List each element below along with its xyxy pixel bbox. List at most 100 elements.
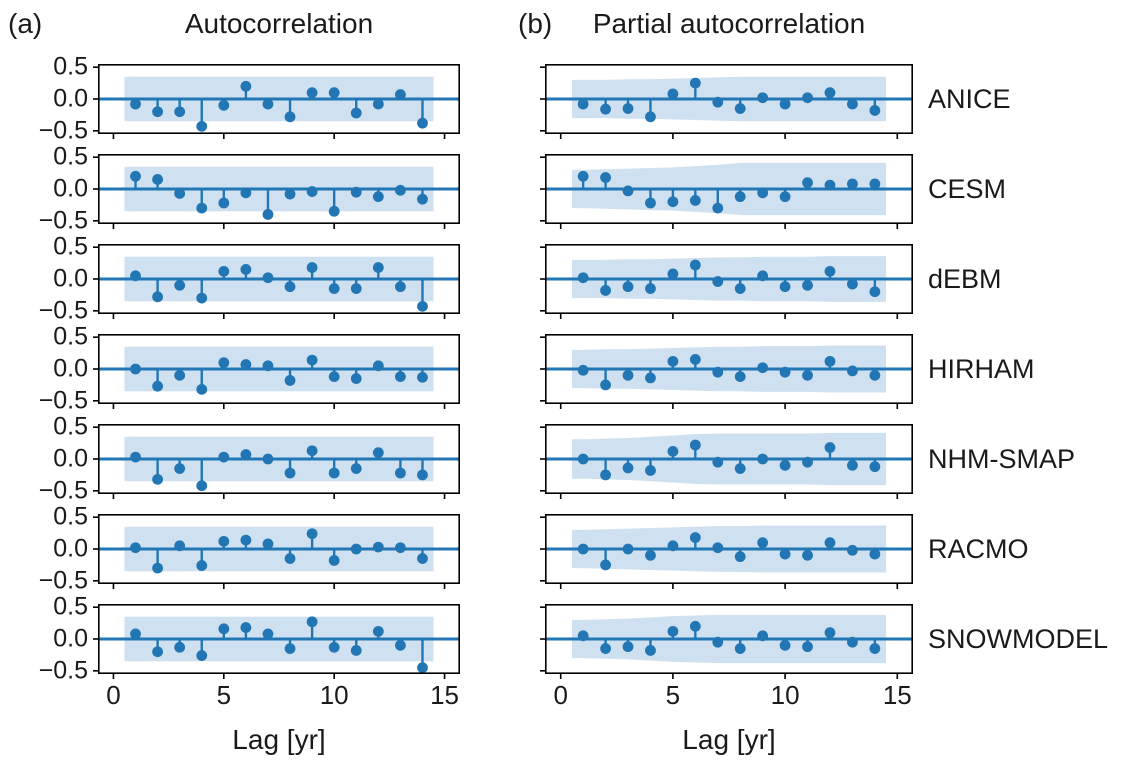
stem-marker — [869, 178, 881, 190]
stem-marker — [577, 543, 589, 555]
stem-marker — [372, 262, 384, 273]
stem-marker — [824, 442, 836, 453]
stem-marker — [306, 186, 318, 197]
stem-marker — [757, 270, 769, 282]
stem-marker — [306, 616, 318, 628]
stem-marker — [779, 459, 791, 471]
stem-marker — [577, 98, 589, 110]
stem-marker — [802, 177, 813, 189]
stem-marker — [712, 96, 724, 108]
stem-marker — [645, 549, 656, 561]
x-tick-label: 5 — [216, 680, 232, 710]
acf-panel — [93, 244, 460, 319]
stem-marker — [262, 98, 274, 110]
stem-marker — [689, 354, 701, 365]
stem-marker — [802, 369, 813, 381]
stem-marker — [645, 283, 656, 294]
stem-marker — [262, 360, 274, 372]
stem-marker — [174, 106, 186, 118]
stem-marker — [306, 528, 318, 540]
stem-marker — [577, 364, 589, 376]
stem-marker — [395, 371, 406, 383]
acf-panel — [93, 424, 460, 499]
model-label: dEBM — [928, 264, 1002, 294]
stem-marker — [757, 630, 769, 642]
model-row: 0.5 0.0 −0.5 ANICE — [0, 54, 1140, 143]
stem-marker — [622, 369, 634, 381]
y-tick-label: 0.5 — [53, 52, 88, 81]
stem-marker — [240, 187, 252, 199]
stem-marker — [218, 197, 230, 209]
y-axis-ticks: 0.5 0.0 −0.5 — [0, 594, 88, 683]
stem-marker — [284, 281, 296, 293]
stem-marker — [689, 195, 701, 206]
x-tick-label: 5 — [665, 680, 681, 710]
stem-marker — [667, 196, 679, 208]
stem-marker — [779, 98, 791, 110]
stem-marker — [240, 449, 252, 460]
y-tick-label: 0.5 — [53, 412, 88, 441]
stem-marker — [734, 103, 746, 114]
pacf-panel — [540, 154, 913, 229]
stem-marker — [130, 542, 141, 554]
stem-marker — [152, 380, 163, 392]
stem-marker — [689, 532, 701, 543]
stem-marker — [847, 365, 858, 377]
stem-marker — [130, 451, 141, 463]
stem-marker — [196, 560, 208, 571]
x-tick-label: 10 — [319, 680, 349, 710]
stem-marker — [757, 362, 769, 374]
stem-marker — [306, 87, 318, 99]
y-tick-label: 0.0 — [53, 534, 88, 563]
stem-marker — [306, 262, 318, 273]
stem-marker — [284, 643, 296, 654]
stem-marker — [869, 369, 881, 381]
x-axis-label-a: Lag [yr] — [232, 724, 326, 755]
stem-marker — [824, 179, 836, 191]
model-label: NHM-SMAP — [928, 444, 1075, 474]
stem-marker — [130, 270, 141, 282]
stem-marker — [689, 259, 701, 271]
stem-marker — [174, 188, 186, 199]
x-tick-label: 15 — [430, 680, 460, 710]
stem-marker — [824, 87, 836, 99]
acf-panel — [93, 604, 460, 679]
stem-marker — [847, 459, 858, 471]
stem-marker — [417, 662, 428, 674]
stem-marker — [372, 98, 384, 110]
stem-marker — [622, 103, 634, 114]
y-tick-label: 0.5 — [53, 502, 88, 531]
stem-marker — [306, 445, 318, 457]
stem-marker — [395, 281, 406, 293]
stem-marker — [196, 120, 208, 132]
stem-marker — [372, 360, 384, 372]
stem-marker — [734, 551, 746, 563]
y-tick-label: 0.5 — [53, 142, 88, 171]
stem-marker — [734, 371, 746, 383]
stem-marker — [577, 170, 589, 182]
stem-marker — [417, 300, 428, 312]
y-tick-label: 0.0 — [53, 264, 88, 293]
panel-b-title: Partial autocorrelation — [592, 8, 866, 39]
stem-marker — [734, 191, 746, 203]
stem-marker — [262, 453, 274, 465]
stem-marker — [130, 628, 141, 640]
stem-marker — [240, 264, 252, 275]
stem-marker — [284, 111, 296, 123]
stem-marker — [306, 354, 318, 366]
stem-marker — [395, 467, 406, 479]
stem-marker — [667, 355, 679, 367]
stem-marker — [240, 80, 252, 92]
x-tick-label: 10 — [770, 680, 800, 710]
panel-b-tag: (b) — [518, 8, 553, 39]
stem-marker — [645, 197, 656, 209]
y-tick-label: −0.5 — [38, 296, 88, 325]
stem-marker — [350, 645, 362, 656]
model-row: 0.5 0.0 −0.5 dEBM — [0, 234, 1140, 323]
stem-marker — [847, 98, 858, 110]
stem-marker — [350, 107, 362, 119]
stem-marker — [824, 627, 836, 639]
stem-marker — [689, 439, 701, 451]
pacf-panel — [540, 514, 913, 589]
